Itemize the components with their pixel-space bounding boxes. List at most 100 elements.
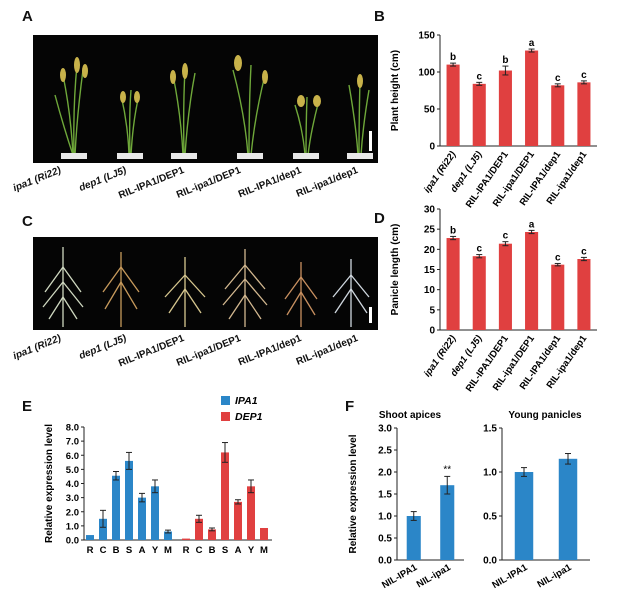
- D-ytick-label: 5: [429, 305, 435, 316]
- B-bar: [577, 82, 591, 146]
- panel-label-e: E: [22, 398, 33, 415]
- B-ylabel: Plant height (cm): [390, 50, 401, 131]
- E-bar-DEP1: [260, 527, 268, 540]
- B-sig-letter: c: [581, 70, 587, 81]
- F2-title: Young panicles: [508, 410, 582, 421]
- B-sig-letter: c: [555, 73, 561, 84]
- F1-ylabel: Relative expression level: [348, 434, 359, 553]
- E-bar-DEP1: [182, 538, 190, 540]
- E-ytick-label: 2.0: [66, 507, 79, 518]
- E-ytick-label: 4.0: [66, 479, 79, 490]
- D-bar: [472, 256, 486, 330]
- E-bar-DEP1: [195, 518, 203, 540]
- E-category-label: A: [139, 545, 146, 556]
- F1-ytick-label: 2.0: [378, 468, 392, 479]
- E-category-label: S: [126, 545, 132, 556]
- E-category-label: A: [235, 545, 242, 556]
- E-category-label: S: [222, 545, 228, 556]
- F2-ytick-label: 0.0: [483, 556, 497, 567]
- legend-label-DEP1: DEP1: [235, 411, 263, 423]
- E-ytick-label: 7.0: [66, 437, 79, 448]
- D-ytick-label: 20: [424, 245, 436, 256]
- F1-sig-mark: **: [443, 464, 451, 475]
- plant-photo-art: [54, 55, 373, 159]
- B-ytick-label: 0: [429, 142, 435, 153]
- plant-photo: [33, 35, 378, 163]
- E-category-label: M: [260, 545, 268, 556]
- E-category-label: R: [183, 545, 190, 556]
- F2-category-label: NIL-ipa1: [536, 562, 575, 591]
- E-bar-DEP1: [234, 501, 242, 540]
- B-ytick-label: 150: [418, 31, 435, 42]
- D-bar: [577, 259, 591, 330]
- B-sig-letter: b: [502, 55, 508, 66]
- panel-label-b: B: [374, 8, 385, 25]
- F1-title: Shoot apices: [379, 410, 442, 421]
- B-sig-letter: b: [450, 52, 456, 63]
- E-category-label: B: [113, 545, 120, 556]
- F2-bar: [514, 472, 534, 560]
- E-category-label: C: [196, 545, 203, 556]
- E-bar-IPA1: [99, 518, 107, 540]
- D-sig-letter: a: [529, 219, 535, 230]
- E-category-label: C: [100, 545, 107, 556]
- B-bar: [498, 70, 512, 146]
- E-bar-IPA1: [125, 460, 133, 540]
- D-ylabel: Panicle length (cm): [390, 224, 401, 316]
- D-ytick-label: 0: [429, 326, 435, 337]
- E-category-label: M: [164, 545, 172, 556]
- D-sig-letter: c: [581, 246, 587, 257]
- D-sig-letter: c: [555, 252, 561, 263]
- D-bar: [551, 264, 565, 330]
- D-sig-letter: c: [503, 231, 509, 242]
- E-bar-IPA1: [138, 497, 146, 540]
- E-category-label: Y: [248, 545, 255, 556]
- F1-bar: [440, 485, 455, 560]
- panel-label-a: A: [22, 8, 33, 25]
- E-ytick-label: 6.0: [66, 451, 79, 462]
- E-bar-DEP1: [221, 452, 229, 540]
- E-category-label: B: [209, 545, 216, 556]
- E-ytick-label: 3.0: [66, 493, 79, 504]
- D-sig-letter: b: [450, 225, 456, 236]
- F1-ytick-label: 1.5: [378, 490, 392, 501]
- E-category-label: R: [87, 545, 94, 556]
- D-bar: [498, 243, 512, 330]
- B-bar: [551, 85, 565, 146]
- E-ytick-label: 8.0: [66, 423, 79, 434]
- D-ytick-label: 25: [424, 225, 436, 236]
- E-category-label: Y: [152, 545, 159, 556]
- F1-ytick-label: 3.0: [378, 424, 392, 435]
- F2-ytick-label: 0.5: [483, 512, 497, 523]
- F1-ytick-label: 0.0: [378, 556, 392, 567]
- legend-swatch-DEP1: [221, 412, 230, 421]
- B-bar: [472, 83, 486, 146]
- E-bar-IPA1: [164, 531, 172, 540]
- D-bar: [446, 238, 460, 330]
- E-bar-DEP1: [247, 486, 255, 540]
- D-bar: [525, 231, 539, 330]
- panel-label-f: F: [345, 398, 355, 415]
- B-ytick-label: 100: [418, 68, 435, 79]
- E-bar-IPA1: [86, 535, 94, 540]
- E-ytick-label: 0.0: [66, 536, 79, 547]
- F1-ytick-label: 0.5: [378, 534, 392, 545]
- F1-ytick-label: 1.0: [378, 512, 392, 523]
- E-bar-IPA1: [151, 486, 159, 540]
- F1-ytick-label: 2.5: [378, 446, 392, 457]
- panel-label-c: C: [22, 213, 33, 230]
- D-ytick-label: 30: [424, 205, 436, 216]
- B-sig-letter: c: [476, 71, 482, 82]
- E-bar-IPA1: [112, 475, 120, 540]
- D-ytick-label: 10: [424, 285, 436, 296]
- B-sig-letter: a: [529, 38, 535, 49]
- F1-category-label: NIL-ipa1: [415, 562, 454, 591]
- D-ytick-label: 15: [424, 265, 436, 276]
- F2-ytick-label: 1.5: [483, 424, 497, 435]
- F2-ytick-label: 1.0: [483, 468, 497, 479]
- legend-swatch-IPA1: [221, 396, 230, 405]
- panicle-photo-art: [42, 247, 372, 327]
- panel-label-d: D: [374, 210, 385, 227]
- F1-bar: [406, 516, 421, 560]
